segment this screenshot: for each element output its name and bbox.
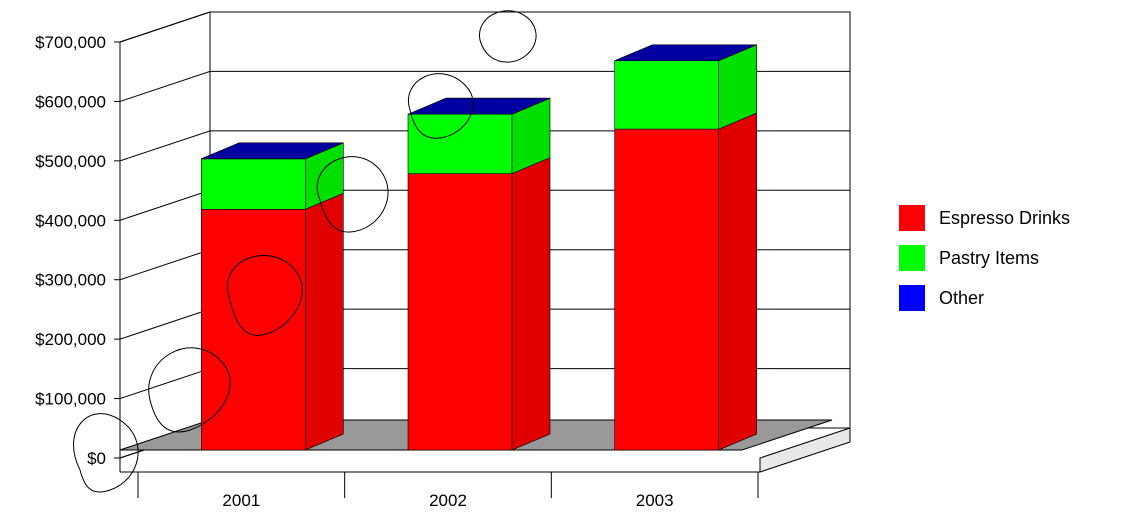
legend: Espresso Drinks Pastry Items Other bbox=[899, 198, 1070, 318]
bar-front bbox=[201, 209, 306, 451]
legend-swatch bbox=[899, 205, 925, 231]
bar-front bbox=[614, 60, 719, 130]
x-tick-label: 2003 bbox=[636, 491, 674, 510]
bar-front bbox=[614, 128, 719, 451]
y-tick-label: $300,000 bbox=[35, 271, 106, 290]
y-tick-label: $200,000 bbox=[35, 330, 106, 349]
bar-front bbox=[201, 158, 306, 210]
bar-side bbox=[511, 157, 551, 451]
legend-swatch bbox=[899, 285, 925, 311]
legend-item-pastry-items: Pastry Items bbox=[899, 238, 1070, 278]
legend-label: Espresso Drinks bbox=[939, 207, 1071, 228]
legend-item-espresso-drinks: Espresso Drinks bbox=[899, 198, 1070, 238]
bar-top bbox=[614, 44, 757, 62]
bar-side bbox=[718, 112, 757, 451]
y-tick-label: $500,000 bbox=[35, 152, 106, 171]
legend-item-other: Other bbox=[899, 278, 1070, 318]
x-tick-label: 2002 bbox=[429, 491, 467, 510]
x-axis-ticks: 2001 2002 2003 bbox=[119, 458, 760, 510]
y-tick-label: $0 bbox=[87, 449, 106, 468]
y-tick-label: $400,000 bbox=[35, 211, 106, 230]
x-tick-label: 2001 bbox=[222, 491, 260, 510]
side-wall bbox=[119, 11, 211, 459]
gridline bbox=[119, 11, 850, 43]
bar-front bbox=[407, 113, 513, 174]
bar-front bbox=[407, 173, 513, 451]
bar-side bbox=[305, 192, 344, 451]
legend-label: Other bbox=[939, 287, 985, 308]
legend-label: Pastry Items bbox=[939, 247, 1040, 268]
y-tick-label: $600,000 bbox=[35, 92, 106, 111]
y-tick-label: $100,000 bbox=[35, 390, 106, 409]
legend-swatch bbox=[899, 245, 925, 271]
y-tick-label: $700,000 bbox=[35, 33, 106, 52]
y-axis-ticks: $0 $100,000 $200,000 $300,000 $400,000 $500,0… bbox=[35, 33, 106, 468]
floor-edge bbox=[759, 427, 851, 473]
bar-top bbox=[201, 142, 344, 160]
